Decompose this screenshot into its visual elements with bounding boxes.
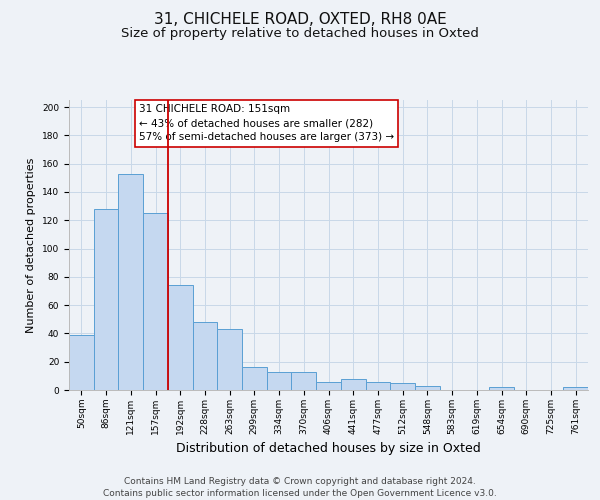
Text: 31, CHICHELE ROAD, OXTED, RH8 0AE: 31, CHICHELE ROAD, OXTED, RH8 0AE (154, 12, 446, 28)
Text: 31 CHICHELE ROAD: 151sqm
← 43% of detached houses are smaller (282)
57% of semi-: 31 CHICHELE ROAD: 151sqm ← 43% of detach… (139, 104, 394, 142)
Text: Size of property relative to detached houses in Oxted: Size of property relative to detached ho… (121, 28, 479, 40)
Bar (316, 382, 341, 390)
Bar (242, 368, 267, 390)
Bar (94, 209, 118, 390)
Bar (563, 387, 588, 390)
Bar (415, 386, 440, 390)
Bar (118, 174, 143, 390)
Bar (143, 213, 168, 390)
Bar (292, 372, 316, 390)
Text: Contains HM Land Registry data © Crown copyright and database right 2024.
Contai: Contains HM Land Registry data © Crown c… (103, 476, 497, 498)
Y-axis label: Number of detached properties: Number of detached properties (26, 158, 37, 332)
Bar (193, 322, 217, 390)
Bar (489, 387, 514, 390)
Bar (69, 335, 94, 390)
Bar (390, 383, 415, 390)
Bar (267, 372, 292, 390)
Bar (168, 286, 193, 390)
Bar (341, 378, 365, 390)
Bar (365, 382, 390, 390)
Bar (217, 329, 242, 390)
X-axis label: Distribution of detached houses by size in Oxted: Distribution of detached houses by size … (176, 442, 481, 456)
